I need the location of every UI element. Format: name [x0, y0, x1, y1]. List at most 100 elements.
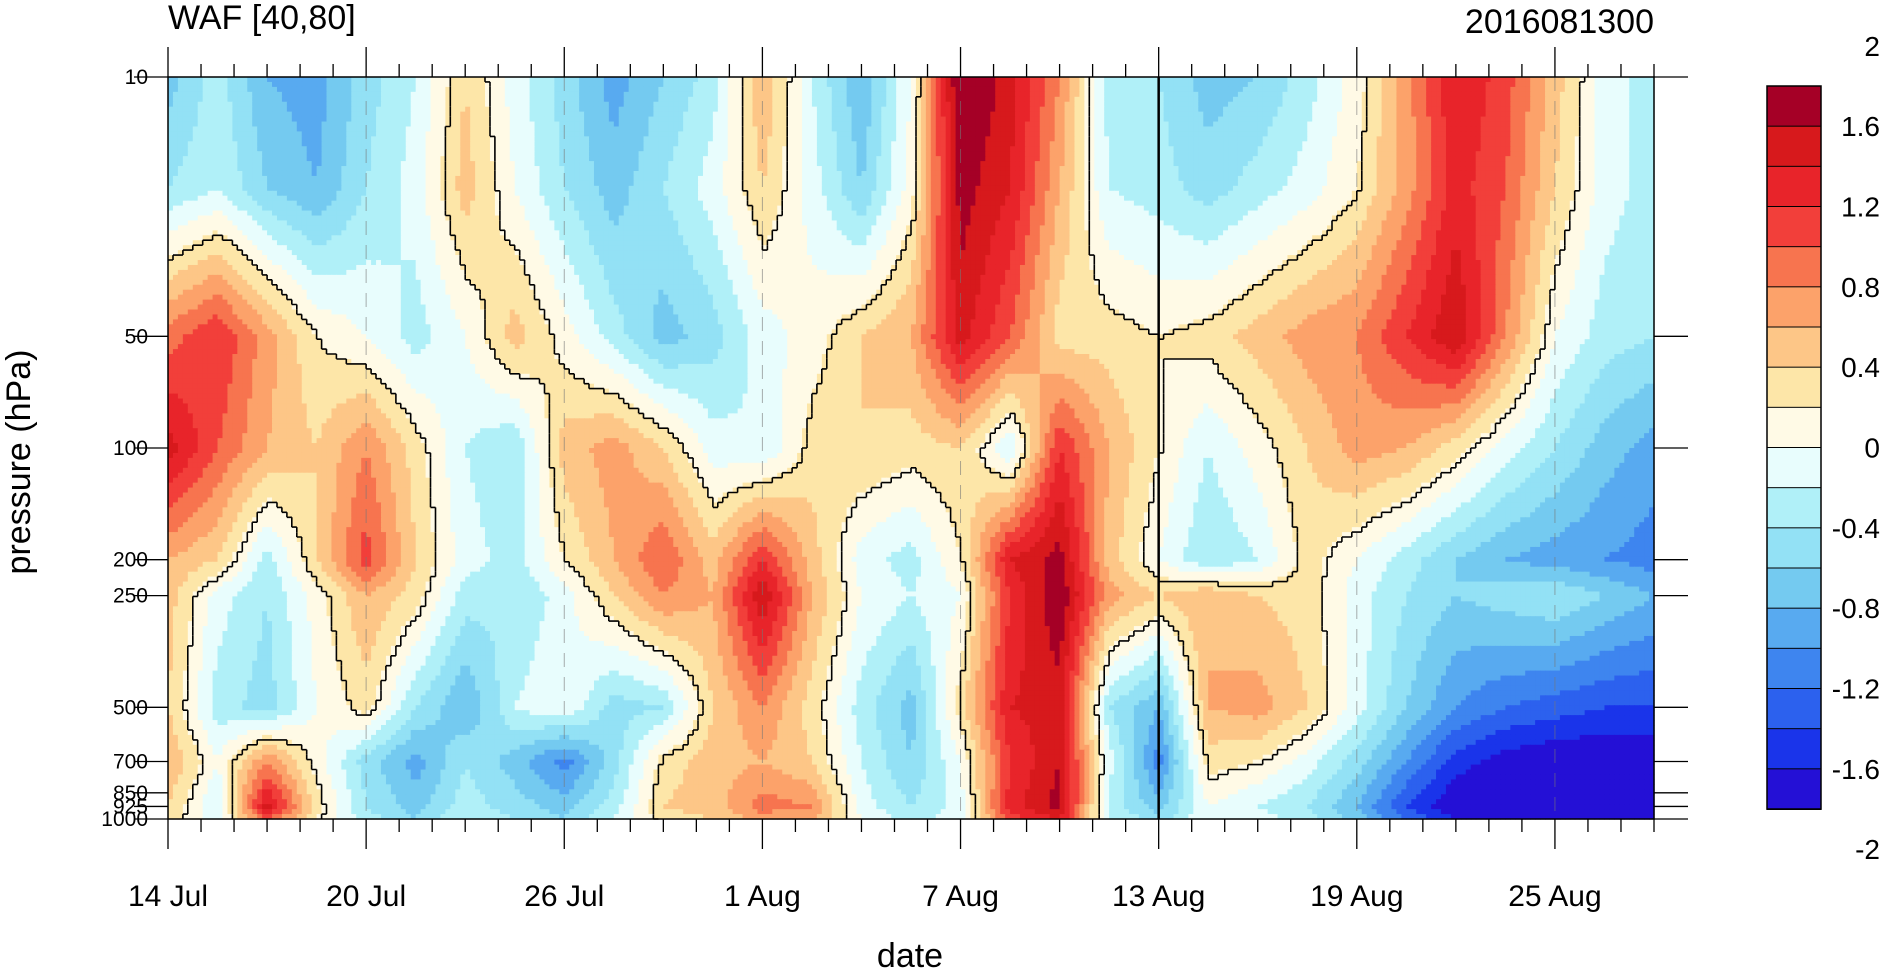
contour-cell	[1273, 107, 1279, 113]
contour-cell	[1600, 97, 1606, 103]
contour-cell	[262, 107, 268, 113]
contour-cell	[1055, 107, 1061, 113]
contour-cell	[520, 77, 526, 83]
contour-cell	[1466, 92, 1472, 98]
contour-cell	[1486, 82, 1492, 88]
contour-cell	[450, 117, 456, 123]
contour-cell	[198, 92, 204, 98]
contour-cell	[658, 92, 664, 98]
contour-cell	[480, 107, 486, 113]
contour-cell	[688, 102, 694, 108]
contour-cell	[515, 77, 521, 83]
contour-cell	[1585, 117, 1591, 123]
contour-cell	[752, 87, 758, 93]
contour-cell	[926, 107, 932, 113]
contour-cell	[941, 107, 947, 113]
contour-cell	[1619, 77, 1625, 83]
contour-cell	[1005, 77, 1011, 83]
contour-cell	[1500, 82, 1506, 88]
contour-cell	[594, 92, 600, 98]
contour-cell	[470, 122, 476, 128]
contour-cell	[970, 92, 976, 98]
contour-cell	[1609, 102, 1615, 108]
contour-cell	[926, 82, 932, 88]
contour-cell	[1639, 97, 1645, 103]
contour-cell	[1382, 112, 1388, 118]
contour-cell	[1590, 112, 1596, 118]
contour-cell	[980, 122, 986, 128]
contour-cell	[435, 122, 441, 128]
contour-cell	[990, 112, 996, 118]
contour-cell	[183, 117, 189, 123]
contour-cell	[183, 102, 189, 108]
contour-cell	[317, 107, 323, 113]
contour-cell	[1639, 107, 1645, 113]
contour-cell	[733, 117, 739, 123]
contour-cell	[1030, 87, 1036, 93]
contour-cell	[619, 122, 625, 128]
contour-cell	[827, 97, 833, 103]
contour-cell	[267, 77, 273, 83]
contour-cell	[921, 77, 927, 83]
contour-cell	[792, 122, 798, 128]
contour-cell	[1050, 122, 1056, 128]
contour-cell	[515, 107, 521, 113]
contour-cell	[634, 122, 640, 128]
contour-cell	[985, 117, 991, 123]
contour-cell	[861, 112, 867, 118]
contour-cell	[1025, 102, 1031, 108]
contour-cell	[678, 107, 684, 113]
contour-cell	[1322, 102, 1328, 108]
contour-cell	[1035, 122, 1041, 128]
contour-cell	[401, 87, 407, 93]
contour-cell	[1228, 117, 1234, 123]
contour-cell	[1079, 87, 1085, 93]
contour-cell	[198, 82, 204, 88]
contour-cell	[1505, 107, 1511, 113]
contour-cell	[1109, 77, 1115, 83]
contour-cell	[1525, 97, 1531, 103]
contour-cell	[639, 102, 645, 108]
contour-cell	[1000, 82, 1006, 88]
contour-cell	[1317, 107, 1323, 113]
contour-cell	[1624, 77, 1630, 83]
contour-cell	[1060, 117, 1066, 123]
contour-cell	[980, 87, 986, 93]
contour-cell	[312, 97, 318, 103]
contour-cell	[965, 117, 971, 123]
contour-cell	[886, 77, 892, 83]
contour-cell	[604, 117, 610, 123]
contour-cell	[292, 77, 298, 83]
contour-cell	[455, 82, 461, 88]
contour-cell	[713, 112, 719, 118]
contour-cell	[188, 97, 194, 103]
contour-cell	[1322, 112, 1328, 118]
contour-cell	[802, 102, 808, 108]
contour-cell	[242, 126, 248, 132]
contour-cell	[450, 87, 456, 93]
contour-cell	[1456, 82, 1462, 88]
contour-cell	[495, 112, 501, 118]
contour-cell	[817, 92, 823, 98]
contour-cell	[351, 117, 357, 123]
contour-cell	[475, 122, 481, 128]
contour-cell	[183, 77, 189, 83]
contour-cell	[272, 87, 278, 93]
contour-cell	[1094, 107, 1100, 113]
contour-cell	[1283, 102, 1289, 108]
contour-cell	[564, 112, 570, 118]
contour-cell	[1595, 77, 1601, 83]
contour-cell	[322, 87, 328, 93]
contour-cell	[1074, 82, 1080, 88]
contour-cell	[644, 102, 650, 108]
contour-cell	[1619, 82, 1625, 88]
contour-cell	[1401, 87, 1407, 93]
contour-cell	[1510, 77, 1516, 83]
contour-cell	[1639, 77, 1645, 83]
contour-cell	[847, 97, 853, 103]
contour-cell	[198, 117, 204, 123]
contour-cell	[282, 77, 288, 83]
contour-cell	[579, 107, 585, 113]
contour-cell	[777, 77, 783, 83]
contour-cell	[614, 107, 620, 113]
